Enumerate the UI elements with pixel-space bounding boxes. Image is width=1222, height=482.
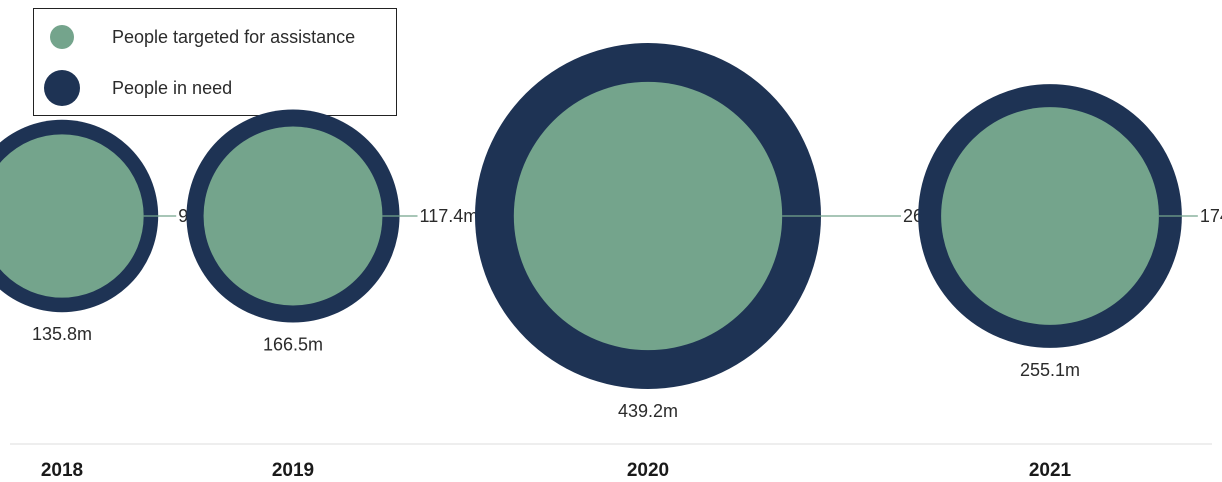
label-in-need-2020: 439.2m (618, 401, 678, 421)
label-targeted-2019: 117.4m (420, 206, 479, 226)
legend: People targeted for assistance People in… (33, 8, 397, 116)
year-label-2020: 2020 (627, 460, 669, 481)
legend-swatch-targeted (50, 25, 74, 49)
legend-swatch-in-need (44, 70, 80, 106)
legend-label-targeted: People targeted for assistance (112, 27, 355, 47)
year-label-2021: 2021 (1029, 460, 1072, 481)
legend-label-in-need: People in need (112, 78, 232, 98)
legend-box (33, 8, 397, 116)
bubble-targeted-2019 (203, 126, 383, 306)
bubble-targeted-2018 (0, 134, 144, 298)
year-label-2018: 2018 (41, 460, 83, 481)
bubble-targeted-2020 (513, 81, 783, 351)
label-in-need-2018: 135.8m (32, 324, 92, 344)
label-targeted-2021: 174m (1200, 206, 1222, 226)
label-in-need-2019: 166.5m (263, 335, 323, 355)
bubble-targeted-2021 (941, 107, 1159, 325)
bubble-group: 97.9m135.8m2018117.4m166.5m2019264.2m439… (0, 43, 1222, 481)
year-label-2019: 2019 (272, 460, 314, 481)
label-in-need-2021: 255.1m (1020, 360, 1080, 380)
